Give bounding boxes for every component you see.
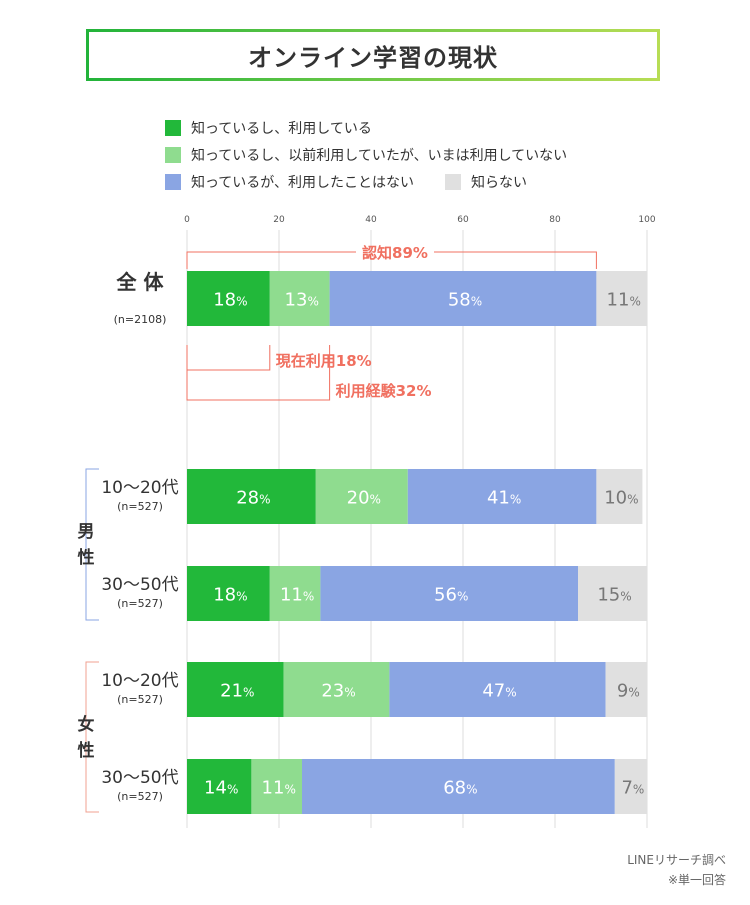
bar-value-label: 21% xyxy=(220,681,254,702)
bar-segment xyxy=(269,566,321,621)
row-label: 10〜20代 xyxy=(101,671,178,691)
legend-swatch xyxy=(165,120,181,136)
legend-item-never-used: 知っているが、利用したことはない xyxy=(165,172,414,192)
row-label: 10〜20代 xyxy=(101,478,178,498)
bar-segment xyxy=(251,759,302,814)
bar-value-label: 23% xyxy=(321,681,355,702)
bar-segment xyxy=(269,271,330,326)
bar-segment xyxy=(187,469,316,524)
x-tick-label: 80 xyxy=(549,215,561,225)
bar-segment xyxy=(315,469,408,524)
row-label: 30〜50代 xyxy=(101,575,178,595)
usage-experience-bracket xyxy=(186,345,331,401)
bar-segment xyxy=(614,759,647,814)
bar-segment xyxy=(302,759,615,814)
row-label: 30〜50代 xyxy=(101,768,178,788)
bar-segment xyxy=(578,566,647,621)
bar-value-label: 58% xyxy=(448,290,482,311)
bar-value-label: 68% xyxy=(443,778,477,799)
response-note: ※単一回答 xyxy=(667,873,726,887)
group-bracket xyxy=(85,661,99,813)
usage-experience-label: 利用経験32% xyxy=(336,382,432,400)
legend-swatch xyxy=(165,147,181,163)
bar-segment xyxy=(596,469,643,524)
x-tick-label: 40 xyxy=(365,215,377,225)
legend-swatch xyxy=(165,174,181,190)
group-label: 性 xyxy=(78,740,95,761)
bar-value-label: 41% xyxy=(487,488,521,509)
group-bracket xyxy=(85,468,99,621)
row-label: 全 体 xyxy=(116,270,165,294)
chart-title: オンライン学習の現状 xyxy=(248,43,498,72)
bar-value-label: 14% xyxy=(204,778,238,799)
legend-item-used-before: 知っているし、以前利用していたが、いまは利用していない xyxy=(165,145,567,165)
bar-segment xyxy=(596,271,647,326)
bar-value-label: 9% xyxy=(617,681,640,702)
bar-segment xyxy=(187,566,270,621)
bar-value-label: 20% xyxy=(347,488,381,509)
x-tick-label: 60 xyxy=(457,215,469,225)
group-label: 女 xyxy=(78,714,95,735)
bar-value-label: 7% xyxy=(621,778,644,799)
bar-value-label: 18% xyxy=(213,585,247,606)
bar-segment xyxy=(187,759,252,814)
bar-value-label: 11% xyxy=(280,585,314,606)
legend-label: 知っているし、以前利用していたが、いまは利用していない xyxy=(191,148,568,164)
x-tick-label: 20 xyxy=(273,215,285,225)
x-tick-label: 100 xyxy=(638,215,655,225)
legend-item-using: 知っているし、利用している xyxy=(165,118,372,138)
bar-segment xyxy=(605,662,647,717)
x-tick-label: 0 xyxy=(184,215,190,225)
bar-segment xyxy=(187,662,284,717)
bar-segment xyxy=(320,566,578,621)
bar-value-label: 11% xyxy=(607,290,641,311)
bar-value-label: 15% xyxy=(597,585,631,606)
bar-value-label: 28% xyxy=(236,488,270,509)
group-label: 性 xyxy=(78,547,95,568)
legend-label: 知っているし、利用している xyxy=(191,121,372,137)
current-use-label: 現在利用18% xyxy=(276,352,372,370)
awareness-label: 認知89% xyxy=(362,244,428,262)
legend-label: 知っているが、利用したことはない xyxy=(191,175,415,191)
row-sample-size: (n=527) xyxy=(117,500,163,513)
row-sample-size: (n=527) xyxy=(117,693,163,706)
bar-segment xyxy=(389,662,606,717)
bar-value-label: 18% xyxy=(213,290,247,311)
current-use-bracket xyxy=(186,345,271,371)
bar-segment xyxy=(329,271,597,326)
group-label: 男 xyxy=(78,522,95,542)
bar-value-label: 47% xyxy=(482,681,516,702)
row-sample-size: (n=527) xyxy=(117,597,163,610)
awareness-bracket xyxy=(186,251,597,269)
legend-swatch xyxy=(445,174,461,190)
legend-item-unknown: 知らない xyxy=(445,172,527,192)
legend-label: 知らない xyxy=(471,175,527,191)
bar-segment xyxy=(407,469,597,524)
row-sample-size: (n=527) xyxy=(117,790,163,803)
bar-value-label: 56% xyxy=(434,585,468,606)
title-box: オンライン学習の現状 xyxy=(86,29,660,81)
bar-value-label: 11% xyxy=(262,778,296,799)
row-sample-size: (n=2108) xyxy=(114,313,167,326)
bar-value-label: 13% xyxy=(285,290,319,311)
source-note: LINEリサーチ調べ xyxy=(627,853,726,867)
bar-value-label: 10% xyxy=(604,488,638,509)
bar-segment xyxy=(187,271,270,326)
bar-segment xyxy=(283,662,390,717)
